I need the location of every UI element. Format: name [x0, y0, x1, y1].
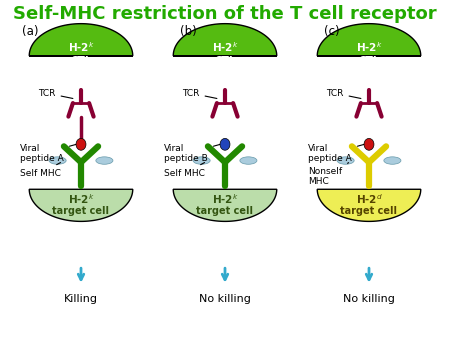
Polygon shape	[29, 189, 133, 221]
Text: TCR: TCR	[326, 89, 361, 98]
Polygon shape	[173, 24, 277, 56]
Text: No killing: No killing	[343, 294, 395, 304]
Text: Self-MHC restriction of the T cell receptor: Self-MHC restriction of the T cell recep…	[13, 5, 437, 23]
Text: H-2$^k$: H-2$^k$	[212, 41, 239, 54]
Text: Nonself
MHC: Nonself MHC	[308, 163, 349, 187]
Ellipse shape	[49, 157, 66, 164]
Text: Viral
peptide A: Viral peptide A	[20, 144, 76, 164]
Text: CTL: CTL	[358, 56, 380, 66]
Text: CTL: CTL	[70, 56, 92, 66]
Text: TCR: TCR	[38, 89, 73, 98]
Text: target cell: target cell	[53, 206, 109, 216]
Text: Self MHC: Self MHC	[20, 163, 61, 178]
Text: TCR: TCR	[182, 89, 217, 98]
Ellipse shape	[240, 157, 257, 164]
Text: H-2$^k$: H-2$^k$	[356, 41, 382, 54]
Text: H-2$^d$: H-2$^d$	[356, 193, 382, 206]
Ellipse shape	[337, 157, 354, 164]
Polygon shape	[29, 24, 133, 56]
Text: target cell: target cell	[197, 206, 253, 216]
Text: H-2$^k$: H-2$^k$	[68, 41, 94, 54]
Polygon shape	[173, 189, 277, 221]
Ellipse shape	[384, 157, 401, 164]
Text: No killing: No killing	[199, 294, 251, 304]
Text: (c): (c)	[324, 25, 340, 38]
Ellipse shape	[364, 138, 374, 150]
Text: (b): (b)	[180, 25, 197, 38]
Ellipse shape	[193, 157, 210, 164]
Text: Viral
peptide A: Viral peptide A	[308, 144, 364, 164]
Text: Killing: Killing	[64, 294, 98, 304]
Polygon shape	[317, 24, 421, 56]
Text: H-2$^k$: H-2$^k$	[212, 193, 239, 206]
Text: (a): (a)	[22, 25, 39, 38]
Text: H-2$^k$: H-2$^k$	[68, 193, 94, 206]
Text: CTL: CTL	[214, 56, 236, 66]
Text: Self MHC: Self MHC	[164, 163, 205, 178]
Ellipse shape	[96, 157, 113, 164]
Text: Viral
peptide B: Viral peptide B	[164, 144, 220, 164]
Ellipse shape	[220, 138, 230, 150]
Text: target cell: target cell	[341, 206, 397, 216]
Ellipse shape	[76, 138, 86, 150]
Polygon shape	[317, 189, 421, 221]
